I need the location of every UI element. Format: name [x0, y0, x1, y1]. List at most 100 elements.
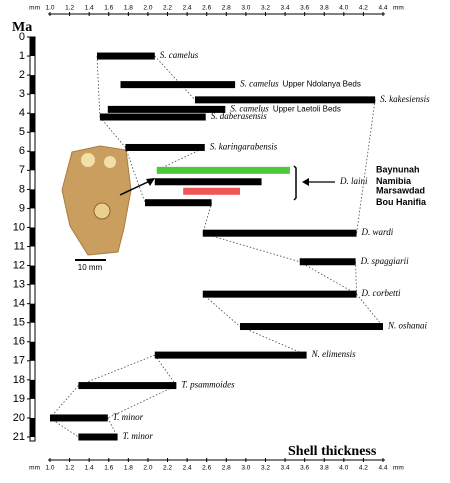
species-name: S. camelus [240, 79, 279, 89]
x-tick-label: 2.0 [143, 465, 152, 472]
y-tick-label: 6 [19, 145, 25, 157]
species-name: N. oshanai [387, 321, 428, 331]
x-unit: mm [393, 465, 404, 472]
bar-label: S. camelus Upper Laetoli Beds [230, 103, 341, 113]
locality-label: Baynunah [376, 165, 420, 175]
bar [202, 290, 357, 298]
x-title: Shell thickness [288, 444, 377, 459]
x-tick-label: 4.4 [378, 5, 387, 12]
connector [49, 385, 79, 419]
bar-label: N. elimensis [311, 349, 356, 359]
x-tick-label: 4.0 [339, 465, 348, 472]
species-name: D. spaggiarii [360, 256, 410, 266]
x-tick-label: 3.0 [241, 5, 250, 12]
bar-label: D. spaggiarii [360, 256, 410, 266]
bar-label: D. wardi [361, 227, 394, 237]
x-tick-label: 1.0 [45, 5, 54, 12]
y-tick-label: 2 [19, 69, 25, 81]
x-tick-label: 3.8 [320, 465, 329, 472]
x-tick-label: 3.6 [300, 5, 309, 12]
x-tick-label: 3.2 [261, 465, 270, 472]
connector [96, 56, 101, 118]
bar [120, 81, 236, 89]
connector [154, 55, 196, 101]
y-axis-segment [30, 37, 35, 57]
y-tick-label: 10 [13, 221, 25, 233]
connector [356, 99, 376, 234]
x-tick-label: 3.6 [300, 465, 309, 472]
x-tick-label: 4.2 [359, 5, 368, 12]
group-annotation: D. laini [293, 165, 368, 201]
eggshell-photo: 10 mm [61, 145, 155, 272]
bar [99, 113, 206, 121]
y-tick-label: 17 [13, 355, 25, 367]
bar-label: S. daberasensis [211, 111, 267, 121]
y-axis-segment [30, 113, 35, 133]
y-axis-segment [30, 379, 35, 399]
locality-note: Upper Ndolanya Beds [283, 80, 361, 89]
species-name: N. elimensis [311, 349, 356, 359]
bar-label: S. kakesiensis [380, 94, 430, 104]
bar [299, 258, 356, 266]
connector [239, 326, 307, 356]
y-tick-label: 12 [13, 259, 25, 271]
x-tick-label: 3.0 [241, 465, 250, 472]
species-name: S. camelus [230, 103, 269, 113]
y-tick-label: 9 [19, 202, 25, 214]
bar [154, 178, 262, 186]
species-name: S. daberasensis [211, 111, 267, 121]
x-tick-label: 3.2 [261, 5, 270, 12]
species-name: S. camelus [160, 50, 199, 60]
x-tick-label: 3.4 [281, 465, 290, 472]
x-unit: mm [393, 5, 404, 12]
x-tick-label: 4.2 [359, 465, 368, 472]
x-tick-label: 2.6 [202, 5, 211, 12]
bar-label: S. karingarabensis [210, 142, 278, 152]
x-tick-label: 1.8 [124, 5, 133, 12]
bar-label: T. minor [113, 412, 144, 422]
y-tick-label: 21 [13, 431, 25, 443]
connector [78, 354, 155, 386]
y-axis-segment [30, 341, 35, 361]
bar-label: T. psammoides [181, 380, 235, 390]
y-tick-label: 14 [13, 298, 25, 310]
y-tick-label: 18 [13, 374, 25, 386]
y-tick-label: 5 [19, 126, 25, 138]
locality-note: Upper Laetoli Beds [273, 104, 341, 113]
y-title: Ma [12, 20, 32, 35]
bar [50, 414, 108, 422]
connector [107, 385, 177, 419]
bar [156, 166, 290, 174]
y-tick-label: 0 [19, 31, 25, 43]
connector [202, 202, 212, 234]
x-tick-label: 1.6 [104, 5, 113, 12]
bar [202, 229, 357, 237]
y-tick-label: 4 [19, 107, 25, 119]
locality-label: Marsawdad [376, 186, 425, 196]
species-name: D. wardi [361, 227, 394, 237]
x-tick-label: 2.4 [183, 5, 192, 12]
bar [125, 143, 205, 151]
bar [107, 105, 226, 113]
locality-label: Bou Hanifia [376, 197, 427, 207]
bar [194, 96, 376, 104]
species-name: T. psammoides [181, 380, 235, 390]
x-tick-label: 1.8 [124, 465, 133, 472]
group-label: D. laini [339, 176, 368, 186]
x-tick-label: 2.2 [163, 465, 172, 472]
species-name: T. minor [123, 431, 154, 441]
y-tick-label: 7 [19, 164, 25, 176]
x-tick-label: 3.4 [281, 5, 290, 12]
x-tick-label: 1.0 [45, 465, 54, 472]
y-tick-label: 15 [13, 317, 25, 329]
bar-label: T. minor [123, 431, 154, 441]
bar [97, 52, 155, 60]
bar [78, 433, 118, 441]
bar-label: S. camelus Upper Ndolanya Beds [240, 79, 361, 89]
species-name: S. kakesiensis [380, 94, 430, 104]
bar [154, 351, 307, 359]
x-tick-label: 1.2 [65, 465, 74, 472]
x-tick-label: 2.0 [143, 5, 152, 12]
y-tick-label: 3 [19, 88, 25, 100]
